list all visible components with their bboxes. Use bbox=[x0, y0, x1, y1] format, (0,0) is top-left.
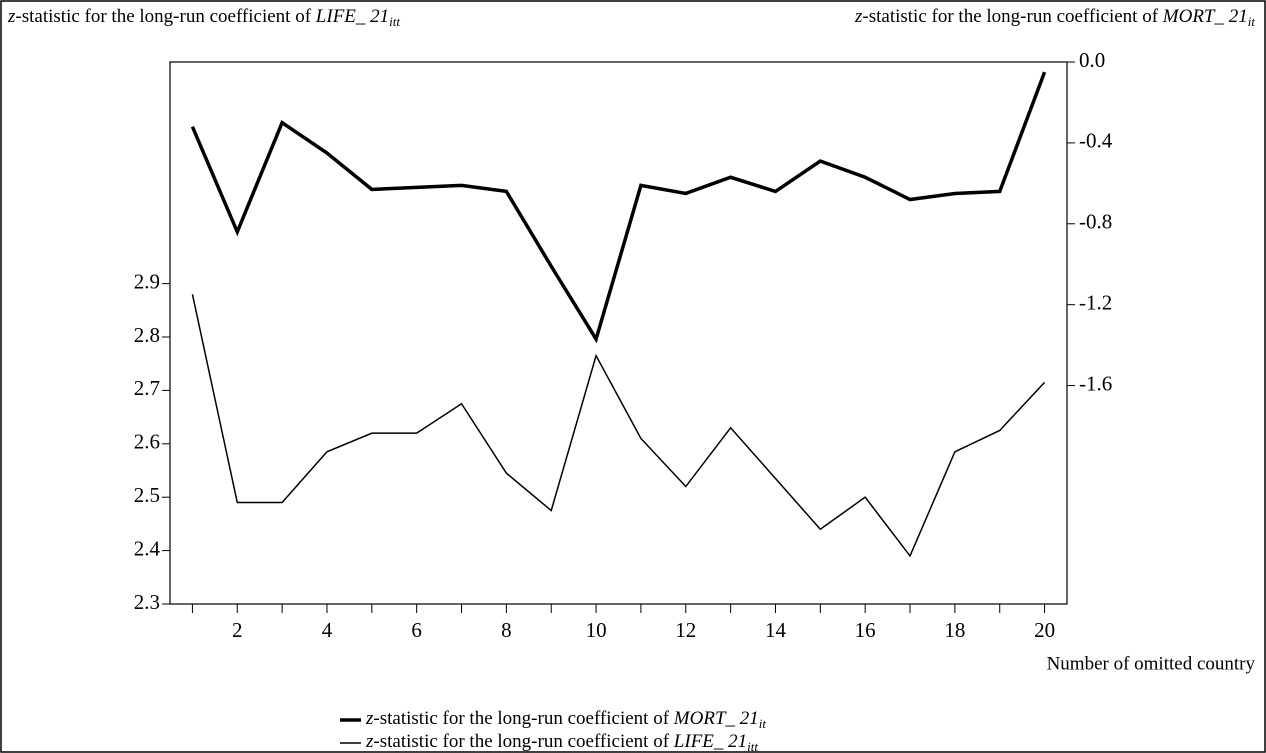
series-line bbox=[191, 294, 1046, 558]
y2-axis-label: z-statistic for the long-run coefficient… bbox=[854, 6, 1255, 29]
legend-label: z-statistic for the long-run coefficient… bbox=[365, 731, 758, 753]
y2-tick-label: -1.6 bbox=[1079, 371, 1112, 395]
x-tick-label: 2 bbox=[232, 618, 243, 642]
x-axis-label: Number of omitted country bbox=[1047, 653, 1256, 674]
y-tick-label: 2.4 bbox=[134, 536, 161, 560]
y-tick-label: 2.6 bbox=[134, 430, 160, 454]
y2-tick-label: 0.0 bbox=[1079, 48, 1105, 72]
plot-area bbox=[169, 61, 1068, 605]
x-tick-label: 6 bbox=[411, 618, 422, 642]
x-tick-label: 12 bbox=[675, 618, 696, 642]
y2-tick-label: -0.8 bbox=[1079, 210, 1112, 234]
legend-label: z-statistic for the long-run coefficient… bbox=[365, 708, 766, 731]
y-tick-label: 2.5 bbox=[134, 483, 160, 507]
x-tick-label: 14 bbox=[765, 618, 787, 642]
x-tick-label: 16 bbox=[855, 618, 876, 642]
y-tick-label: 2.8 bbox=[134, 323, 160, 347]
series-line bbox=[190, 71, 1047, 344]
x-tick-label: 8 bbox=[501, 618, 512, 642]
y-tick-label: 2.3 bbox=[134, 590, 160, 614]
y-tick-label: 2.9 bbox=[134, 269, 160, 293]
x-tick-label: 10 bbox=[586, 618, 607, 642]
x-tick-label: 18 bbox=[944, 618, 965, 642]
y-tick-label: 2.7 bbox=[134, 376, 160, 400]
x-tick-label: 4 bbox=[322, 618, 333, 642]
y-axis-label: z-statistic for the long-run coefficient… bbox=[7, 6, 400, 29]
y2-tick-label: -0.4 bbox=[1079, 129, 1113, 153]
y2-tick-label: -1.2 bbox=[1079, 290, 1112, 314]
x-tick-label: 20 bbox=[1034, 618, 1055, 642]
